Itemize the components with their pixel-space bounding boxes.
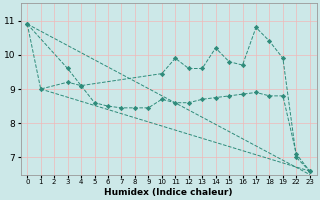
X-axis label: Humidex (Indice chaleur): Humidex (Indice chaleur) [104,188,233,197]
